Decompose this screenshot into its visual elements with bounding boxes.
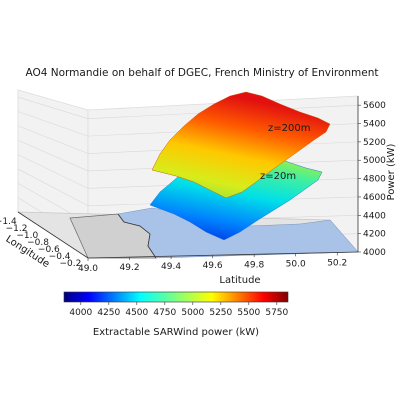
colorbar-tick-label: 5250: [209, 308, 232, 318]
x-tick-labels: 49.0 49.2 49.4 49.6 49.8 50.0 50.2: [78, 252, 347, 274]
z-tick-label: 5600: [363, 101, 386, 111]
chart-title: AO4 Normandie on behalf of DGEC, French …: [25, 67, 378, 79]
y-tick-label: −1.2: [6, 224, 28, 234]
y-tick-label: −1.4: [0, 217, 17, 227]
z-tick-labels: 4000 4200 4400 4600 4800 5000 5200 5400 5600: [358, 101, 386, 258]
z-grid-line-left: [17, 96, 89, 119]
z-grid-line-left: [17, 125, 89, 154]
z-tick-label: 4600: [363, 193, 386, 203]
z-tick-label: 4000: [363, 248, 386, 258]
z-tick-label: 5000: [363, 156, 386, 166]
x-tick-label: 49.4: [161, 262, 181, 272]
z-tick-label: 5200: [363, 138, 386, 148]
x-tick-label: 49.2: [120, 263, 140, 273]
z-tick-label: 4400: [363, 211, 386, 221]
colorbar-ticks: 4000 4250 4500 4750 5000 5250 5500 5750: [69, 302, 289, 318]
y-tick-label: −0.6: [38, 245, 60, 255]
y-tick-label: −0.4: [49, 252, 71, 262]
z-axis-label: Power (kW): [386, 143, 397, 200]
z-grid-line-left: [17, 154, 89, 189]
series-label-200m: z=200m: [268, 123, 310, 134]
colorbar-label: Extractable SARWind power (kW): [93, 327, 259, 338]
colorbar-tick-label: 4750: [153, 308, 176, 318]
colorbar-tick-label: 4000: [69, 308, 92, 318]
x-tick-label: 49.8: [244, 260, 264, 270]
surface-200m: [151, 91, 331, 199]
colorbar: [63, 291, 289, 303]
x-axis-label: Latitude: [219, 275, 260, 286]
z-tick-label: 4800: [363, 175, 386, 185]
z-tick-label: 4200: [363, 230, 386, 240]
series-label-20m: z=20m: [260, 171, 296, 182]
z-grid-line-left: [17, 111, 89, 137]
coastline: [117, 213, 157, 259]
colorbar-tick-label: 5750: [265, 308, 288, 318]
x-tick-label: 49.6: [203, 261, 223, 271]
y-tick-labels: −1.4−1.2−1.0−0.8−0.6−0.4−0.2: [0, 217, 81, 269]
y-tick-label: −0.8: [27, 238, 49, 248]
x-tick-label: 49.0: [78, 264, 98, 274]
colorbar-tick-label: 5500: [237, 308, 260, 318]
z-tick-label: 5400: [363, 120, 386, 130]
colorbar-tick-label: 4500: [125, 308, 148, 318]
x-tick-label: 50.2: [327, 258, 347, 268]
y-tick-label: −0.2: [59, 259, 81, 269]
y-axis-line: [17, 211, 89, 259]
colorbar-tick-label: 4250: [97, 308, 120, 318]
colorbar-tick-label: 5000: [181, 308, 204, 318]
x-axis-line: [87, 251, 359, 259]
z-grid-line-left: [17, 168, 89, 207]
y-tick-label: −1.0: [16, 231, 38, 241]
z-grid-line-left: [17, 139, 89, 172]
x-tick-label: 50.0: [286, 259, 306, 269]
